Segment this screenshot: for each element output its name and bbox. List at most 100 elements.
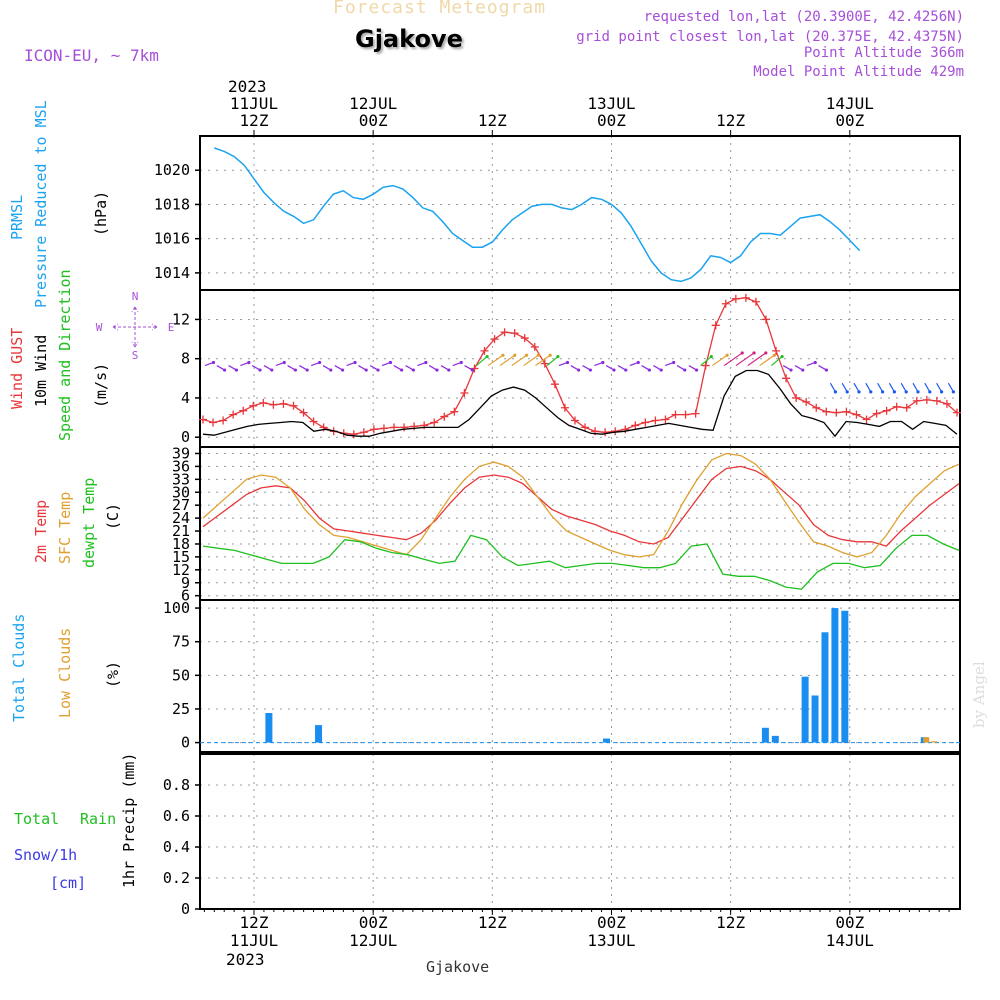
gust-marker bbox=[912, 396, 921, 405]
gust-marker bbox=[289, 401, 298, 410]
wind-arrow bbox=[829, 382, 836, 393]
wind-arrow bbox=[712, 354, 728, 367]
wind-arrow-head bbox=[780, 354, 784, 359]
wind-arrow-head bbox=[485, 354, 489, 359]
wind-arrow-head bbox=[588, 368, 592, 372]
wind-arrow-head bbox=[340, 368, 345, 372]
wind-arrow-head bbox=[524, 353, 529, 357]
gust-marker bbox=[601, 428, 610, 437]
footer-location: Gjakove bbox=[426, 958, 490, 976]
gust-marker bbox=[882, 406, 891, 415]
total-cloud-bar bbox=[841, 610, 849, 743]
wind-arrow-head bbox=[536, 353, 540, 357]
wind-arrow-head bbox=[329, 368, 333, 372]
wind-arrow-head bbox=[282, 360, 286, 365]
gust-marker bbox=[390, 423, 399, 432]
compass-rose bbox=[112, 306, 158, 348]
wind-arrow bbox=[771, 356, 783, 367]
clouds-frame bbox=[199, 599, 961, 753]
total-cloud-bar bbox=[771, 735, 779, 743]
gust-marker bbox=[922, 395, 931, 404]
wind-arrow-head bbox=[740, 351, 744, 355]
gust-marker bbox=[500, 328, 509, 337]
wind-arrow bbox=[947, 382, 954, 393]
wind-arrow-head bbox=[725, 353, 729, 357]
gust-marker bbox=[902, 403, 911, 412]
gust-marker bbox=[892, 402, 901, 411]
bottom-year: 2023 bbox=[226, 950, 265, 969]
temp-tick-label: 24 bbox=[172, 509, 190, 527]
gust-marker bbox=[249, 401, 258, 410]
gust-marker bbox=[832, 408, 841, 417]
gridpoint-coords: grid point closest lon,lat (20.375E, 42.… bbox=[576, 29, 964, 45]
wind-arrow-head bbox=[305, 368, 309, 372]
wind-arrow-head bbox=[270, 368, 274, 372]
compass-e: E bbox=[168, 321, 175, 334]
wind-arrow bbox=[511, 354, 527, 367]
gust-marker bbox=[691, 409, 700, 418]
wind-arrow-head bbox=[881, 390, 885, 394]
point-altitude: Point Altitude 366m bbox=[803, 45, 964, 61]
wind-arrow-head bbox=[845, 390, 849, 394]
gust-marker bbox=[570, 416, 579, 425]
wind-arrow-head bbox=[388, 360, 393, 365]
wind-arrow bbox=[888, 382, 895, 393]
clouds-tick-label: 50 bbox=[172, 666, 190, 684]
gust-marker bbox=[852, 410, 861, 419]
wind-arrow-head bbox=[565, 360, 570, 365]
wind-arrow-head bbox=[857, 390, 861, 394]
wind-arrow-head bbox=[813, 360, 817, 365]
wind-arrow-head bbox=[258, 368, 262, 372]
gust-marker bbox=[872, 409, 881, 418]
wind-arrow bbox=[476, 356, 488, 367]
wind-arrow-head bbox=[940, 390, 944, 394]
gust-line bbox=[202, 297, 958, 435]
pressure-tick-label: 1014 bbox=[154, 264, 190, 282]
gust-marker bbox=[772, 346, 781, 355]
wind-arrow-head bbox=[694, 368, 699, 372]
wind-arrow-head bbox=[764, 351, 768, 355]
chart-title: Forecast Meteogram bbox=[333, 0, 547, 18]
wind-arrow-head bbox=[556, 354, 560, 359]
gust-marker bbox=[520, 334, 529, 343]
wind-arrow-head bbox=[951, 390, 956, 394]
gust-marker bbox=[711, 321, 720, 330]
wind-tick-label: 8 bbox=[181, 350, 190, 368]
wind-arrow-head bbox=[353, 360, 357, 365]
gust-marker bbox=[802, 397, 811, 406]
precip-label-snow: Snow/1h bbox=[14, 846, 78, 864]
compass-w: W bbox=[96, 321, 103, 334]
bottom-date-label: 12JUL bbox=[349, 931, 397, 950]
top-hour-label: 12Z bbox=[478, 111, 507, 130]
wind-arrow-head bbox=[376, 368, 380, 372]
precip-label-cm: [cm] bbox=[50, 874, 87, 892]
gust-marker bbox=[641, 418, 650, 427]
wind-arrow-head bbox=[904, 390, 908, 394]
gust-marker bbox=[440, 412, 449, 421]
wind-arrow bbox=[523, 354, 539, 367]
gust-marker bbox=[209, 418, 218, 427]
pressure-frame bbox=[199, 135, 961, 291]
wind-arrow bbox=[924, 382, 931, 393]
model-altitude: Model Point Altitude 429m bbox=[753, 64, 964, 80]
requested-coords: requested lon,lat (20.3900E, 42.4256N) bbox=[643, 9, 964, 25]
bottom-hour-label: 12Z bbox=[716, 913, 745, 932]
bottom-hour-label: 12Z bbox=[240, 913, 269, 932]
clouds-tick-label: 75 bbox=[172, 633, 190, 651]
gust-marker bbox=[953, 408, 961, 417]
gust-marker bbox=[369, 425, 378, 434]
gust-marker bbox=[751, 297, 760, 306]
wind-arrow-head bbox=[659, 368, 663, 372]
total-cloud-bar bbox=[315, 725, 323, 743]
wind-arrow-head bbox=[459, 360, 463, 365]
gust-marker bbox=[379, 424, 388, 433]
model-label: ICON-EU, ~ 7km bbox=[24, 46, 159, 65]
wind-arrow-head bbox=[916, 390, 920, 394]
gust-marker bbox=[400, 423, 409, 432]
wind-arrow-head bbox=[647, 368, 651, 372]
gust-marker bbox=[661, 415, 670, 424]
gust-marker bbox=[932, 396, 941, 405]
total-cloud-bar bbox=[801, 676, 809, 743]
wind-arrow-head bbox=[399, 368, 404, 372]
wind-arrow-head bbox=[789, 368, 793, 372]
